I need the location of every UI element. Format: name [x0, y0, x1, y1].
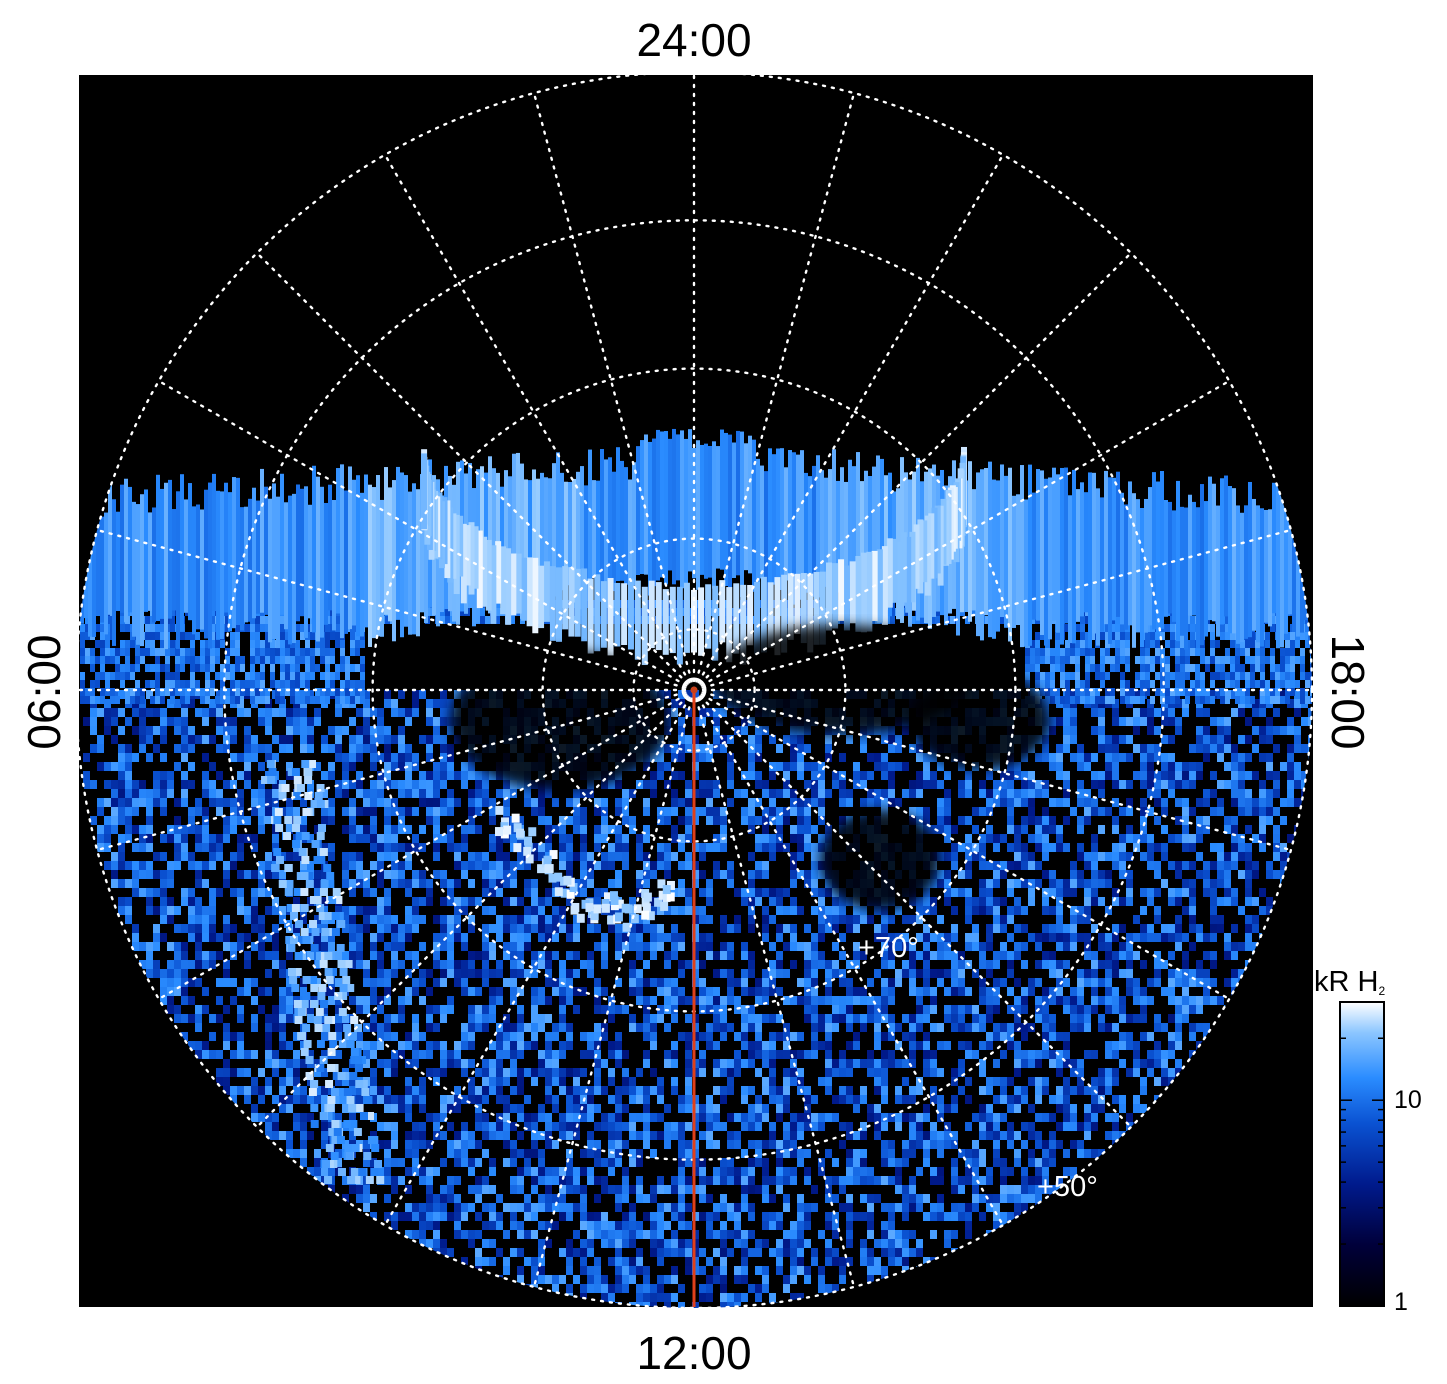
colorbar-gradient [1339, 1001, 1385, 1307]
longitude-spoke-15 [255, 688, 696, 1129]
longitude-spoke-19 [95, 528, 696, 692]
local-time-label-bottom: 12:00 [636, 1327, 752, 1379]
longitude-spoke-16 [157, 688, 696, 1001]
longitude-spoke-5 [692, 528, 1293, 692]
colorbar-tick-10: 10 [1394, 1086, 1422, 1114]
dark-voids [450, 625, 1050, 910]
local-time-label-right: 18:00 [1322, 634, 1374, 750]
longitude-spoke-13 [532, 688, 696, 1289]
longitude-spoke-21 [255, 251, 696, 692]
colorbar-title-subscript: 2 [1378, 984, 1386, 998]
longitude-spoke-9 [692, 688, 1133, 1129]
longitude-spoke-8 [692, 688, 1231, 1001]
longitude-spoke-2 [692, 153, 1005, 692]
latitude-circle-4 [74, 70, 1314, 1310]
longitude-spoke-1 [692, 91, 856, 692]
colorbar-minor-ticks [1340, 1001, 1384, 1307]
dawn-band [261, 760, 385, 1184]
latitude-circle-0 [632, 628, 756, 752]
speckle-field [80, 600, 1312, 1308]
longitude-spoke-20 [157, 379, 696, 692]
longitude-spoke-7 [692, 688, 1293, 852]
longitude-spoke-23 [532, 91, 696, 692]
longitude-spoke-22 [383, 153, 696, 692]
longitude-spoke-14 [383, 688, 696, 1227]
colorbar-title: kR H2 [1314, 966, 1385, 999]
pole-marker-dot [690, 686, 698, 694]
local-time-label-left: 06:00 [18, 634, 70, 750]
colorbar [1339, 1001, 1385, 1307]
colorbar-title-text: kR H [1314, 966, 1379, 998]
longitude-spoke-4 [692, 379, 1231, 692]
local-time-label-top: 24:00 [636, 14, 752, 66]
latitude-label-50: +50° [1037, 1171, 1098, 1203]
colorbar-tick-1: 1 [1394, 1288, 1408, 1316]
longitude-spoke-3 [692, 251, 1133, 692]
latitude-circle-1 [541, 537, 847, 843]
emission-layer [80, 428, 1312, 1308]
longitude-spoke-10 [692, 688, 1005, 1227]
latitude-label-70: +70° [858, 932, 919, 964]
longitude-spoke-11 [692, 688, 856, 1289]
dayside-arc [495, 805, 675, 932]
longitude-spoke-17 [95, 688, 696, 852]
